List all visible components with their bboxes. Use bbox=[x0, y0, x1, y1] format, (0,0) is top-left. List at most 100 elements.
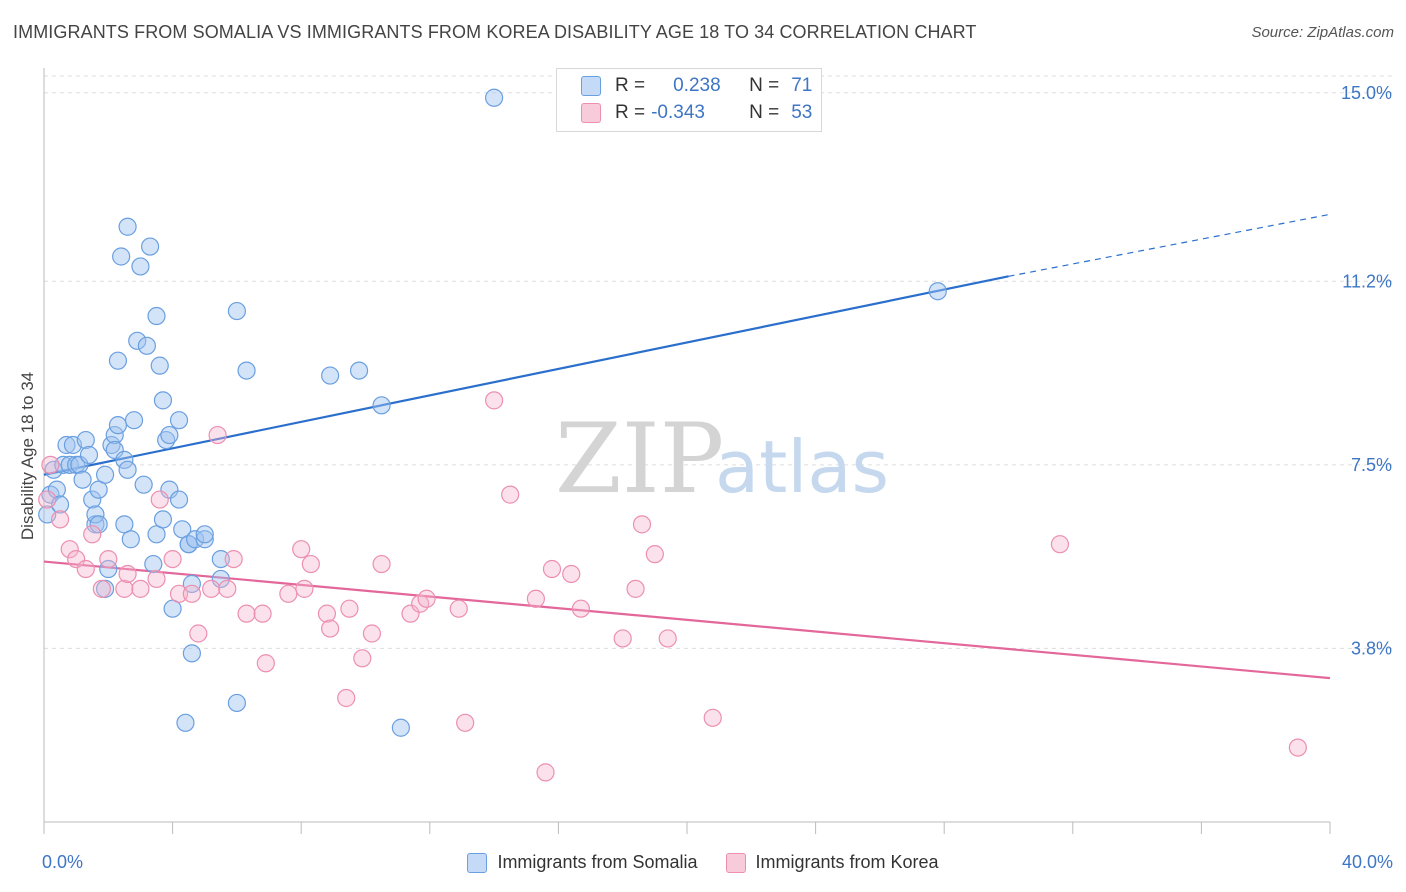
point-korea bbox=[163, 549, 182, 569]
point-somalia bbox=[160, 480, 179, 499]
point-somalia bbox=[195, 530, 214, 549]
point-somalia bbox=[131, 257, 150, 276]
point-korea bbox=[292, 540, 311, 559]
trend-line-korea bbox=[43, 560, 1331, 680]
point-somalia bbox=[121, 530, 140, 549]
point-somalia bbox=[140, 237, 160, 256]
point-korea bbox=[50, 510, 70, 529]
point-somalia bbox=[108, 416, 128, 435]
point-somalia bbox=[70, 455, 89, 474]
watermark-zip: ZIP bbox=[555, 403, 724, 515]
point-somalia bbox=[57, 435, 76, 455]
series-legend-somalia[interactable]: Immigrants from Somalia bbox=[467, 852, 698, 873]
point-korea bbox=[571, 599, 591, 618]
point-korea bbox=[485, 391, 504, 410]
point-korea bbox=[645, 545, 664, 564]
point-somalia bbox=[95, 465, 115, 484]
point-somalia bbox=[195, 525, 214, 544]
point-korea bbox=[301, 554, 320, 574]
y-tick-label: 3.8% bbox=[1351, 638, 1392, 658]
point-somalia bbox=[169, 490, 189, 509]
source-label: Source: ZipAtlas.com bbox=[1251, 24, 1394, 41]
point-somalia bbox=[76, 430, 95, 450]
chart-title: IMMIGRANTS FROM SOMALIA VS IMMIGRANTS FR… bbox=[13, 22, 977, 42]
point-somalia bbox=[108, 351, 128, 370]
watermark-atlas: atlas bbox=[715, 425, 889, 509]
point-korea bbox=[115, 579, 134, 598]
point-somalia bbox=[105, 440, 124, 460]
point-korea bbox=[536, 763, 555, 782]
legend-row-somalia: R = 0.238 N = 71 bbox=[581, 75, 812, 97]
legend-n-label: N = bbox=[749, 75, 780, 96]
point-korea bbox=[632, 515, 652, 534]
point-korea bbox=[562, 564, 581, 584]
point-somalia bbox=[237, 361, 256, 380]
point-somalia bbox=[115, 450, 134, 469]
point-korea bbox=[182, 584, 201, 603]
correlation-legend: R = 0.238 N = 71 R = -0.343 N = 53 bbox=[556, 68, 822, 132]
point-somalia bbox=[73, 470, 92, 489]
point-somalia bbox=[102, 435, 121, 455]
point-somalia bbox=[169, 411, 189, 430]
point-somalia bbox=[105, 425, 124, 445]
point-korea bbox=[76, 559, 95, 579]
point-korea bbox=[1050, 535, 1070, 554]
point-korea bbox=[237, 604, 256, 623]
x-tick-label-max: 40.0% bbox=[1341, 852, 1393, 872]
series-legend-korea[interactable]: Immigrants from Korea bbox=[725, 852, 939, 873]
point-korea bbox=[703, 708, 722, 727]
point-somalia bbox=[134, 475, 153, 494]
point-korea bbox=[353, 649, 372, 668]
point-somalia bbox=[157, 430, 176, 450]
data-points bbox=[38, 88, 1307, 782]
point-korea bbox=[456, 713, 475, 732]
point-somalia bbox=[186, 530, 205, 549]
point-somalia bbox=[89, 515, 108, 534]
point-somalia bbox=[321, 366, 340, 385]
point-somalia bbox=[928, 282, 947, 301]
point-korea bbox=[67, 549, 86, 569]
point-korea bbox=[362, 624, 382, 643]
point-somalia bbox=[227, 693, 246, 713]
point-somalia bbox=[182, 644, 201, 663]
point-korea bbox=[147, 569, 166, 589]
point-somalia bbox=[211, 569, 230, 589]
point-somalia bbox=[391, 718, 410, 737]
series-swatch-korea bbox=[725, 852, 746, 873]
legend-swatch-korea bbox=[581, 103, 601, 123]
trend-lines bbox=[43, 213, 1331, 680]
point-korea bbox=[542, 559, 562, 579]
point-somalia bbox=[147, 306, 166, 326]
point-korea bbox=[150, 490, 169, 509]
point-korea bbox=[626, 579, 645, 598]
point-somalia bbox=[83, 490, 102, 509]
legend-r-label: R = bbox=[615, 102, 646, 123]
point-korea bbox=[321, 619, 340, 638]
point-korea bbox=[279, 584, 298, 603]
point-somalia bbox=[144, 554, 163, 574]
point-somalia bbox=[227, 301, 246, 321]
point-somalia bbox=[137, 336, 156, 355]
x-tick-label-min: 0.0% bbox=[42, 852, 84, 872]
y-tick-label: 15.0% bbox=[1341, 83, 1392, 103]
point-korea bbox=[613, 629, 632, 648]
point-somalia bbox=[128, 331, 147, 350]
series-label-korea: Immigrants from Korea bbox=[755, 852, 939, 872]
point-korea bbox=[501, 485, 520, 504]
point-somalia bbox=[60, 455, 79, 474]
point-korea bbox=[169, 584, 189, 603]
legend-row-korea: R = -0.343 N = 53 bbox=[581, 102, 812, 124]
series-label-somalia: Immigrants from Somalia bbox=[497, 852, 698, 872]
y-tick-label: 7.5% bbox=[1351, 455, 1392, 475]
point-korea bbox=[224, 549, 243, 569]
point-korea bbox=[401, 604, 420, 623]
point-somalia bbox=[485, 88, 504, 107]
legend-r-value: 0.238 bbox=[673, 75, 721, 96]
point-somalia bbox=[79, 445, 99, 465]
point-korea bbox=[449, 599, 468, 618]
point-somalia bbox=[112, 247, 131, 266]
legend-swatch-somalia bbox=[581, 76, 601, 96]
point-somalia bbox=[118, 217, 137, 236]
point-korea bbox=[60, 540, 79, 559]
